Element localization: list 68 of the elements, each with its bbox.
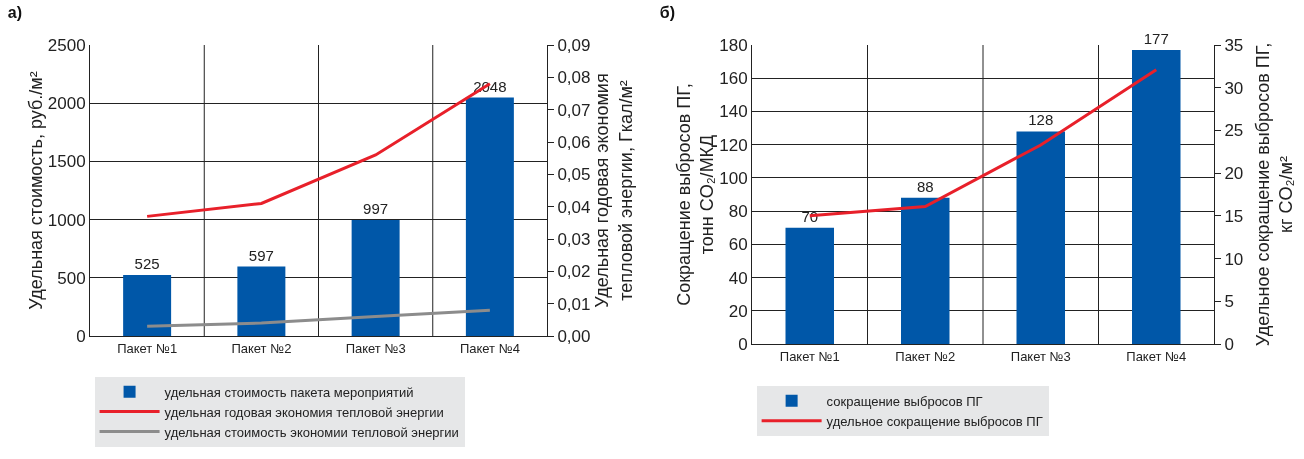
y2-tick-label: 5 bbox=[1224, 292, 1234, 312]
y2-tick-label: 0,00 bbox=[557, 326, 591, 346]
y2-tick-label: 0,06 bbox=[557, 132, 591, 152]
legend-label: удельная стоимость пакета мероприятий bbox=[164, 384, 414, 400]
bar bbox=[351, 219, 400, 336]
y-tick-label: 20 bbox=[728, 301, 748, 321]
y-tick-label: 80 bbox=[728, 202, 748, 222]
data-label: 597 bbox=[248, 246, 274, 264]
chart-title: а) bbox=[7, 4, 23, 22]
x-tick-label: Пакет №1 bbox=[117, 340, 178, 356]
x-tick-label: Пакет №4 bbox=[459, 340, 520, 356]
y-tick-label: 100 bbox=[719, 168, 748, 188]
line-series bbox=[145, 308, 492, 328]
data-label: 177 bbox=[1143, 29, 1169, 47]
y-tick-label: 500 bbox=[57, 268, 86, 288]
y2-tick-label: 0,08 bbox=[557, 68, 591, 88]
chart-title: б) bbox=[659, 4, 676, 22]
y-tick-label: 0 bbox=[76, 326, 86, 346]
x-tick-label: Пакет №2 bbox=[895, 348, 956, 364]
y2-tick-label: 25 bbox=[1224, 121, 1244, 141]
y2-axis-title: Удельная годовая экономия тепловой энергии, Гкал/м² bbox=[592, 73, 636, 308]
x-tick-label: Пакет №2 bbox=[231, 340, 292, 356]
legend-label: сокращение выбросов ПГ bbox=[826, 393, 983, 409]
y2-tick-label: 0,09 bbox=[557, 35, 591, 55]
y2-axis-title: Удельное сокращение выбросов ПГ, кг CO₂/м² bbox=[1253, 42, 1297, 347]
y-tick-label: 180 bbox=[719, 35, 748, 55]
y-tick-label: 60 bbox=[728, 235, 748, 255]
bar bbox=[123, 274, 172, 336]
bar bbox=[465, 97, 514, 336]
y2-tick-label: 35 bbox=[1224, 35, 1244, 55]
y2-tick-label: 0,05 bbox=[557, 165, 591, 185]
y-tick-label: 160 bbox=[719, 69, 748, 89]
y-tick-label: 2500 bbox=[47, 35, 86, 55]
y-tick-label: 140 bbox=[719, 102, 748, 122]
y2-tick-label: 20 bbox=[1224, 164, 1244, 184]
y2-tick-label: 30 bbox=[1224, 78, 1244, 98]
y-axis-title: Удельная стоимость, руб./м² bbox=[25, 71, 46, 310]
x-tick-label: Пакет №1 bbox=[779, 348, 840, 364]
x-tick-label: Пакет №4 bbox=[1126, 348, 1187, 364]
legend-label: удельная годовая экономия тепловой энергии bbox=[164, 404, 444, 420]
y-tick-label: 2000 bbox=[47, 94, 86, 114]
legend-label: удельная стоимость экономии тепловой энергии bbox=[164, 424, 459, 440]
data-label: 88 bbox=[916, 177, 934, 195]
bar bbox=[1132, 49, 1181, 344]
bar bbox=[785, 227, 835, 344]
data-label: 997 bbox=[363, 199, 389, 217]
y-tick-label: 40 bbox=[728, 268, 748, 288]
y-tick-label: 1000 bbox=[47, 210, 86, 230]
y-tick-label: 0 bbox=[738, 334, 748, 354]
y-tick-label: 120 bbox=[719, 135, 748, 155]
y2-tick-label: 15 bbox=[1224, 206, 1244, 226]
data-label: 525 bbox=[134, 254, 160, 272]
y-tick-label: 1500 bbox=[47, 152, 86, 172]
y2-tick-label: 0,03 bbox=[557, 229, 591, 249]
x-tick-label: Пакет №3 bbox=[345, 340, 406, 356]
x-tick-label: Пакет №3 bbox=[1010, 348, 1071, 364]
bar bbox=[1016, 131, 1066, 344]
y2-tick-label: 0,04 bbox=[557, 197, 591, 217]
bar bbox=[237, 266, 286, 336]
bar bbox=[901, 197, 950, 344]
y2-tick-label: 0,02 bbox=[557, 262, 591, 282]
legend-label: удельное сокращение выбросов ПГ bbox=[826, 413, 1043, 429]
y2-tick-label: 0,07 bbox=[557, 100, 591, 120]
y2-tick-label: 10 bbox=[1224, 249, 1244, 269]
y2-tick-label: 0,01 bbox=[557, 294, 591, 314]
y-axis-title: Сокращение выбросов ПГ, тонн CO₂/МКД bbox=[673, 83, 718, 306]
y2-tick-label: 0 bbox=[1224, 334, 1234, 354]
data-label: 128 bbox=[1028, 111, 1054, 129]
